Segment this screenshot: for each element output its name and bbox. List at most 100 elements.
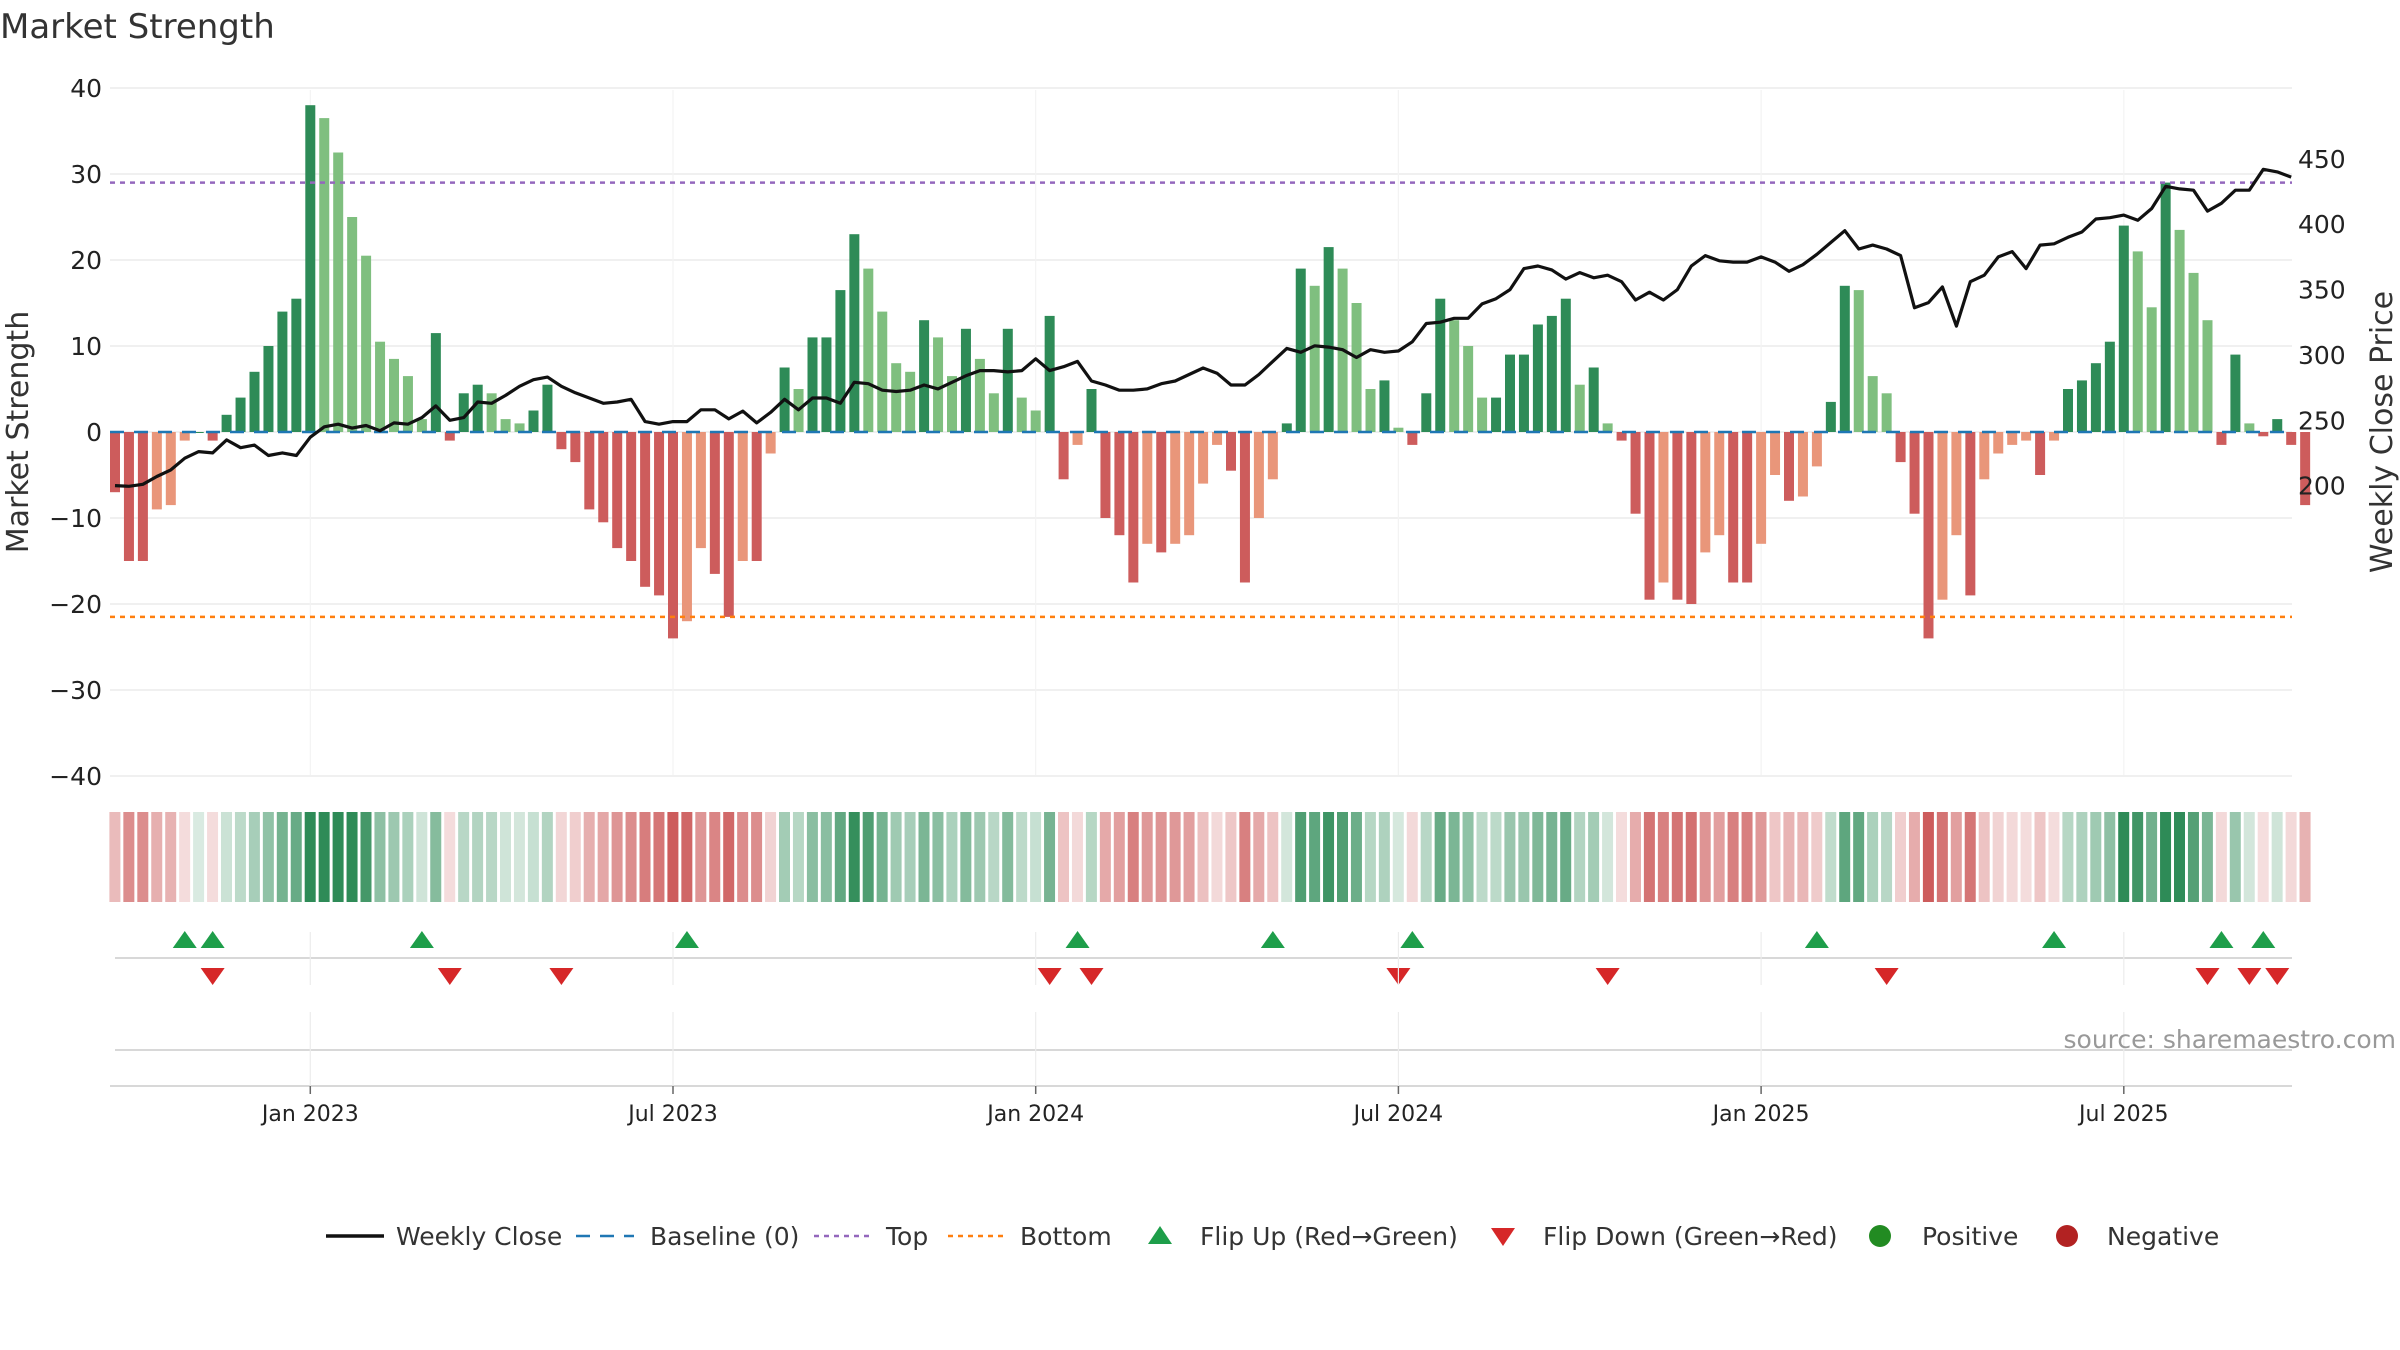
strength-bar [1309, 285, 1320, 432]
heat-cell [1420, 812, 1432, 902]
strength-bar [835, 290, 846, 432]
strength-bar [960, 328, 971, 432]
heat-cell [1267, 812, 1279, 902]
strength-bar [849, 234, 860, 432]
heat-cell [946, 812, 958, 902]
heat-cell [1936, 812, 1948, 902]
heat-cell [1350, 812, 1362, 902]
strength-bar [1449, 320, 1460, 432]
flip-down-marker [2265, 968, 2290, 985]
strength-bar [1379, 380, 1390, 432]
heat-cell [1839, 812, 1851, 902]
right-tick-label: 200 [2298, 472, 2346, 501]
strength-bar [765, 432, 776, 454]
strength-bar [207, 432, 218, 441]
strength-bar [2021, 432, 2032, 441]
strength-bar [988, 393, 999, 432]
heat-cell [932, 812, 944, 902]
strength-bar [2035, 432, 2046, 475]
heat-cell [1044, 812, 1056, 902]
strength-bars [110, 105, 2311, 639]
x-axis-ticks: Jan 2023 Jul 2023 Jan 2024 Jul 2024 Jan 2025… [260, 1086, 2169, 1127]
legend-flip-down-icon [1491, 1228, 1515, 1246]
heat-cell [1964, 812, 1976, 902]
heat-cell [1881, 812, 1893, 902]
heat-cell [1797, 812, 1809, 902]
right-tick-label: 300 [2298, 341, 2346, 370]
heat-cell [779, 812, 790, 902]
left-axis-ticks: 40 30 20 10 0 −10 −20 −30 −40 [49, 74, 102, 791]
left-tick-label: 10 [70, 332, 102, 361]
strength-bar [1867, 376, 1878, 432]
heat-cell [1085, 812, 1097, 902]
left-tick-label: −20 [49, 590, 102, 619]
heat-cell [876, 812, 888, 902]
strength-bar [2202, 320, 2213, 432]
strength-bar [2174, 229, 2185, 432]
legend-label: Positive [1922, 1222, 2018, 1251]
strength-bar [179, 432, 190, 441]
strength-bar [1002, 328, 1013, 432]
strength-bar [1602, 423, 1613, 432]
heat-cell [1643, 812, 1655, 902]
heat-cell [1588, 812, 1600, 902]
strength-bar [1588, 367, 1599, 432]
strength-bar [1923, 432, 1934, 639]
heat-cell [1155, 812, 1167, 902]
strength-bar [905, 371, 916, 432]
strength-bar [709, 432, 720, 574]
heat-cell [513, 812, 525, 902]
strength-bar [1016, 397, 1027, 432]
heat-cell [1295, 812, 1307, 902]
heat-cell [388, 812, 400, 902]
heat-cell [2006, 812, 2018, 902]
heat-cell [1490, 812, 1502, 902]
heat-cell [667, 812, 679, 902]
legend-label: Top [885, 1222, 928, 1251]
strength-bar [1616, 432, 1627, 441]
legend-label: Negative [2107, 1222, 2219, 1251]
legend-label: Flip Up (Red→Green) [1200, 1222, 1458, 1251]
strength-bar [863, 268, 874, 432]
heat-cell [1378, 812, 1390, 902]
heat-cell [1406, 812, 1418, 902]
left-tick-label: −30 [49, 676, 102, 705]
heat-cell [2160, 812, 2172, 902]
heat-cell [458, 812, 470, 902]
heat-cell [1546, 812, 1558, 902]
strength-bar [1463, 346, 1474, 432]
strength-bar [528, 410, 539, 432]
flip-up-marker [1804, 931, 1829, 948]
strength-bar [1951, 432, 1962, 536]
strength-bar [1281, 423, 1292, 432]
strength-bar [1142, 432, 1153, 544]
left-tick-label: 30 [70, 160, 102, 189]
strength-bar [1839, 285, 1850, 432]
flip-markers [172, 931, 2290, 985]
strength-bar [1435, 298, 1446, 432]
flip-up-marker [1260, 931, 1285, 948]
strength-bar [1630, 432, 1641, 514]
strength-bar [1560, 298, 1571, 432]
weekly-close-line [114, 167, 2292, 488]
flip-up-marker [200, 931, 225, 948]
heat-cell [193, 812, 205, 902]
heat-cell [1002, 812, 1014, 902]
strength-bar [1811, 432, 1822, 467]
heat-cell [527, 812, 539, 902]
source-note: source: sharemaestro.com [2064, 1025, 2397, 1054]
heat-cell [555, 812, 567, 902]
heat-cell [1950, 812, 1962, 902]
heat-cell [276, 812, 288, 902]
heat-cell [304, 812, 316, 902]
heat-cell [1769, 812, 1781, 902]
strength-bar [1532, 324, 1543, 432]
strength-bar [681, 432, 692, 622]
heat-cell [165, 812, 177, 902]
x-tick-label: Jul 2024 [1352, 1102, 1444, 1127]
strength-bar [1253, 432, 1264, 518]
strength-bar [193, 432, 204, 433]
flip-up-marker [172, 931, 197, 948]
heat-cell [1364, 812, 1376, 902]
strength-bar [1853, 290, 1864, 432]
